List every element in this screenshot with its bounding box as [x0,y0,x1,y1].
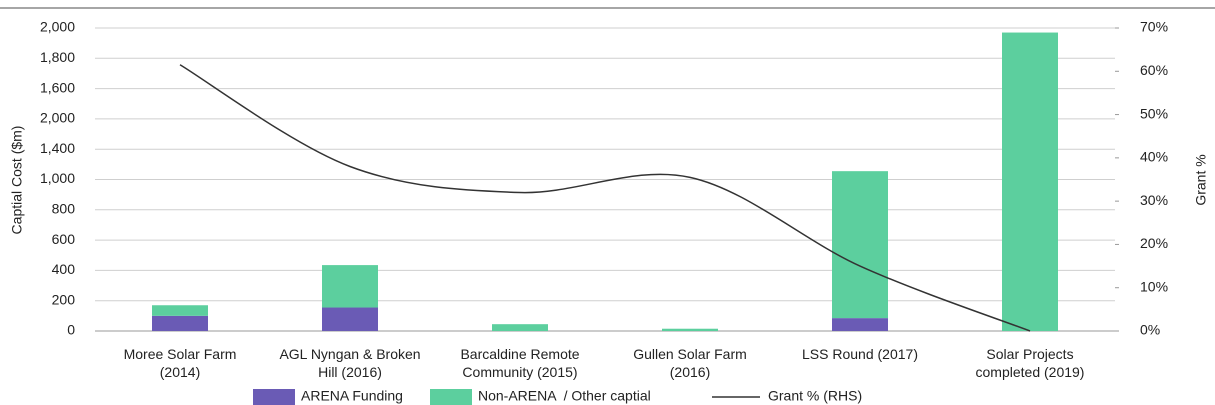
bar-segment [492,324,548,331]
bar-segment [662,328,718,331]
bar-segment [152,305,208,316]
y2-tick-label: 40% [1140,149,1168,165]
y-tick-label: 600 [52,231,76,247]
y2-tick-label: 50% [1140,105,1168,121]
y2-tick-label: 10% [1140,278,1168,294]
y2-tick-label: 30% [1140,192,1168,208]
legend-label: Grant % (RHS) [768,388,862,404]
bar-segment [832,318,888,331]
bar-segment [832,171,888,319]
y-tick-label: 1,400 [40,140,75,156]
x-tick-label: Gullen Solar Farm (2016) [633,346,747,380]
x-tick-label: LSS Round (2017) [802,346,918,362]
y2-tick-label: 60% [1140,62,1168,78]
y2-tick-label: 70% [1140,19,1168,35]
y-tick-label: 2,000 [40,19,75,35]
legend-label: ARENA Funding [301,388,403,404]
y-axis-title: Captial Cost ($m) [9,126,25,235]
y-tick-label: 1,600 [40,79,75,95]
bar-segment [1002,32,1058,332]
x-tick-label: Moree Solar Farm (2014) [123,346,237,380]
legend-swatch [430,389,472,405]
x-tick-label: Solar Projects completed (2019) [975,346,1085,380]
y2-tick-label: 20% [1140,235,1168,251]
y2-axis-title: Grant % [1193,154,1209,205]
y-tick-label: 1,800 [40,49,75,65]
y-tick-label: 1,000 [40,170,75,186]
y-tick-label: 200 [52,291,76,307]
x-tick-label: Barcaldine Remote Community (2015) [460,346,580,380]
bar-segment [322,265,378,308]
line [179,64,1031,332]
legend-label: Non-ARENA / Other captial [478,388,651,404]
bar-segment [152,315,208,331]
y-tick-label: 0 [67,322,75,338]
legend-swatch [253,389,295,405]
y-tick-label: 2,000 [40,110,75,126]
x-tick-label: AGL Nyngan & Broken Hill (2016) [279,346,421,380]
bar-segment [322,307,378,331]
y-tick-label: 400 [52,261,76,277]
y2-tick-label: 0% [1140,322,1160,338]
y-tick-label: 800 [52,201,76,217]
